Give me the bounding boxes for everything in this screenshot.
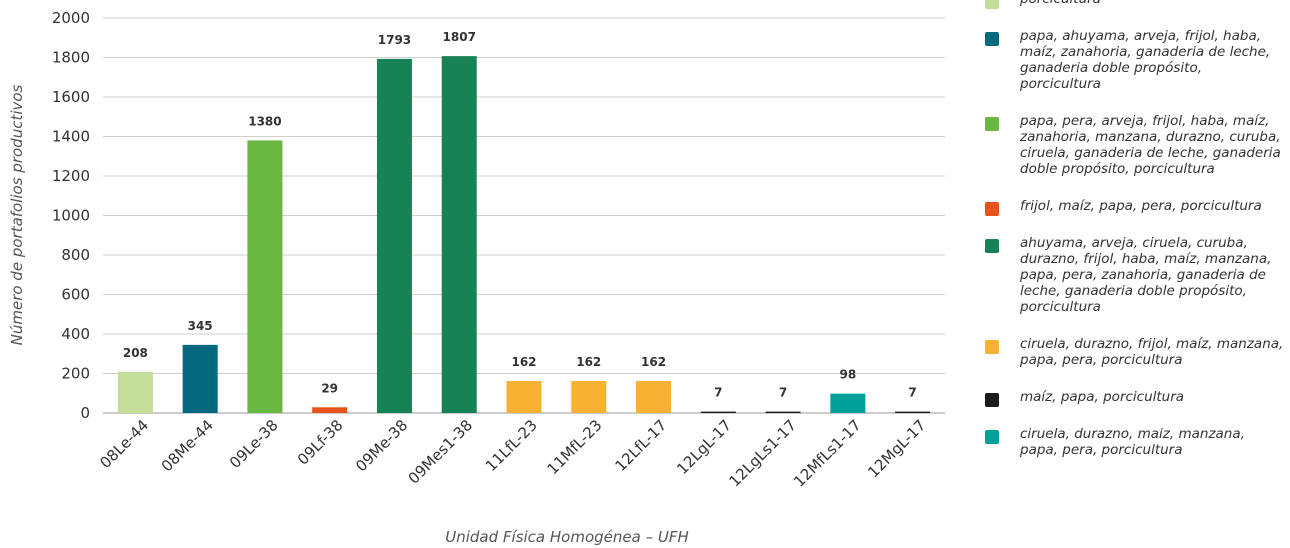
bar-11LfL-23 — [506, 381, 542, 413]
legend-item: maíz, papa, porcicultura — [985, 389, 1285, 407]
y-tick-label: 600 — [61, 286, 90, 304]
legend-item: papa, ahuyama, arveja, frijol, haba, maí… — [985, 28, 1285, 92]
bar-12LgL-17 — [700, 411, 736, 413]
legend-label: papa, ahuyama, arveja, frijol, haba, maí… — [1020, 28, 1271, 92]
legend-item: ciruela, durazno, frijol, maíz, manzana,… — [985, 336, 1285, 368]
y-tick-label: 800 — [61, 246, 90, 264]
bar-09Mes1-38 — [441, 56, 477, 414]
data-label: 345 — [188, 319, 213, 333]
legend-label: frijol, maíz, papa, pera, porcicultura — [1020, 198, 1262, 214]
category-label: 11MfL-23 — [543, 416, 605, 478]
legend-swatch — [985, 117, 999, 131]
data-label: 7 — [779, 386, 787, 400]
legend-label: porcicultura — [1020, 0, 1101, 7]
category-label: 09Lf-38 — [294, 416, 347, 469]
bar-12LgLs1-17 — [765, 411, 801, 413]
legend-swatch — [985, 32, 999, 46]
bar-08Me-44 — [182, 344, 218, 413]
legend-swatch — [985, 430, 999, 444]
y-tick-label: 1400 — [52, 128, 90, 146]
gridlines — [103, 17, 945, 414]
bar-08Le-44 — [117, 371, 153, 413]
legend-swatch — [985, 340, 999, 354]
bar-09Me-38 — [376, 58, 412, 413]
category-label: 08Le-44 — [96, 416, 152, 472]
category-label: 11LfL-23 — [482, 416, 541, 475]
category-label: 12MfLs1-17 — [790, 416, 865, 491]
category-label: 09Le-38 — [226, 416, 282, 472]
legend-label: maíz, papa, porcicultura — [1020, 389, 1185, 405]
bar-11MfL-23 — [571, 381, 607, 413]
legend-item: papa, pera, arveja, frijol, haba, maíz, … — [985, 113, 1285, 177]
legend-swatch — [985, 239, 999, 253]
data-label: 7 — [714, 386, 722, 400]
data-label: 162 — [576, 355, 601, 369]
legend-item: ahuyama, arveja, ciruela, curuba, durazn… — [985, 235, 1285, 315]
legend-item: porcicultura — [985, 0, 1285, 9]
bar-12LfL-17 — [636, 381, 672, 413]
data-label: 98 — [839, 368, 856, 382]
category-label: 09Mes1-38 — [405, 416, 477, 488]
legend: porcicultura papa, ahuyama, arveja, frijo… — [985, 0, 1285, 479]
legend-swatch — [985, 393, 999, 407]
bar-12MfLs1-17 — [830, 393, 866, 413]
data-label: 208 — [123, 346, 148, 360]
legend-item: frijol, maíz, papa, pera, porcicultura — [985, 198, 1285, 216]
legend-label: papa, pera, arveja, frijol, haba, maíz, … — [1020, 113, 1281, 177]
data-labels: 208 345 1380 29 1793 1807 162 162 162 7 7 98 7 — [123, 30, 917, 400]
y-tick-label: 1000 — [52, 207, 90, 225]
data-label: 162 — [511, 355, 536, 369]
data-label: 29 — [321, 381, 338, 395]
legend-swatch — [985, 202, 999, 216]
bar-12MgL-17 — [895, 411, 931, 413]
bar-09Lf-38 — [312, 407, 348, 413]
y-tick-label: 400 — [61, 325, 90, 343]
data-label: 1380 — [248, 114, 281, 128]
legend-item: ciruela, durazno, maiz, manzana, papa, p… — [985, 426, 1285, 458]
y-tick-label: 2000 — [52, 9, 90, 27]
x-axis-label: Unidad Física Homogénea – UFH — [445, 528, 689, 546]
category-label: 12LgL-17 — [673, 416, 735, 478]
data-label: 7 — [908, 386, 916, 400]
data-label: 162 — [641, 355, 666, 369]
y-tick-labels: 0 200 400 600 800 1000 1200 1400 1600 1800 2000 — [52, 9, 90, 422]
y-tick-label: 1600 — [52, 88, 90, 106]
category-label: 09Me-38 — [352, 416, 411, 475]
y-tick-label: 0 — [80, 404, 90, 422]
legend-label: ciruela, durazno, frijol, maíz, manzana,… — [1020, 336, 1284, 368]
legend-label: ciruela, durazno, maiz, manzana, papa, p… — [1020, 426, 1245, 458]
data-label: 1807 — [443, 30, 476, 44]
legend-label: ahuyama, arveja, ciruela, curuba, durazn… — [1020, 235, 1272, 315]
legend-swatch — [985, 0, 999, 9]
category-label: 12LfL-17 — [611, 416, 670, 475]
category-labels: 08Le-44 08Me-44 09Le-38 09Lf-38 09Me-3809Mes… — [96, 416, 929, 491]
y-tick-label: 1200 — [52, 167, 90, 185]
category-label: 12MgL-17 — [864, 416, 929, 481]
category-label: 08Me-44 — [158, 416, 217, 475]
y-axis-label: Número de portafolios productivos — [8, 84, 26, 345]
y-tick-label: 1800 — [52, 49, 90, 67]
bar-chart: 0 200 400 600 800 1000 1200 1400 1600 1800 2000 20… — [8, 9, 945, 546]
bar-09Le-38 — [247, 140, 283, 413]
data-label: 1793 — [378, 33, 411, 47]
bars — [117, 56, 931, 414]
category-label: 12LgLs1-17 — [726, 416, 800, 490]
y-tick-label: 200 — [61, 365, 90, 383]
